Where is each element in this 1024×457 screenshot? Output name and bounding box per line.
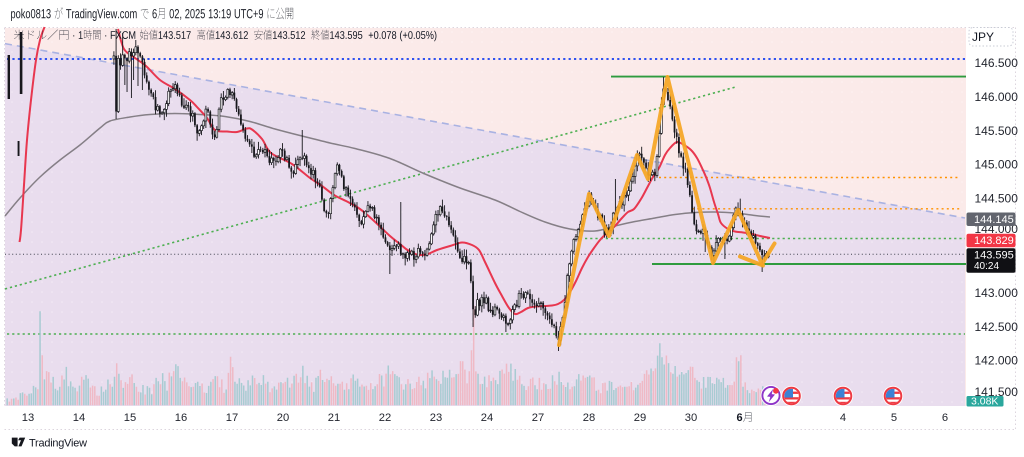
svg-text:14: 14 bbox=[73, 412, 85, 424]
svg-text:24: 24 bbox=[481, 412, 493, 424]
svg-text:13: 13 bbox=[22, 412, 34, 424]
svg-text:146.000: 146.000 bbox=[975, 90, 1019, 104]
svg-text:143.595: 143.595 bbox=[974, 250, 1014, 262]
svg-text:5: 5 bbox=[891, 412, 897, 424]
svg-text:27: 27 bbox=[532, 412, 544, 424]
svg-text:15: 15 bbox=[124, 412, 136, 424]
svg-text:TradingView: TradingView bbox=[29, 438, 87, 450]
svg-text:144.500: 144.500 bbox=[975, 191, 1019, 205]
svg-text:145.500: 145.500 bbox=[975, 124, 1019, 138]
svg-text:142.000: 142.000 bbox=[975, 354, 1019, 368]
svg-text:28: 28 bbox=[583, 412, 595, 424]
svg-text:16: 16 bbox=[175, 412, 187, 424]
svg-text:40:24: 40:24 bbox=[974, 261, 999, 272]
svg-text:3.08K: 3.08K bbox=[971, 396, 998, 408]
svg-text:20: 20 bbox=[277, 412, 289, 424]
svg-text:146.500: 146.500 bbox=[975, 56, 1019, 70]
svg-text:30: 30 bbox=[685, 412, 697, 424]
svg-text:22: 22 bbox=[379, 412, 391, 424]
svg-text:144.145: 144.145 bbox=[974, 214, 1014, 226]
svg-text:JPY: JPY bbox=[972, 30, 994, 44]
svg-text:143.000: 143.000 bbox=[975, 286, 1019, 300]
svg-text:6: 6 bbox=[942, 412, 948, 424]
svg-text:145.000: 145.000 bbox=[975, 158, 1019, 172]
svg-text:23: 23 bbox=[430, 412, 442, 424]
svg-text:143.829: 143.829 bbox=[974, 235, 1014, 247]
svg-text:17: 17 bbox=[226, 412, 238, 424]
svg-text:21: 21 bbox=[328, 412, 340, 424]
svg-text:29: 29 bbox=[634, 412, 646, 424]
svg-text:141.500: 141.500 bbox=[975, 385, 1019, 399]
svg-text:142.500: 142.500 bbox=[975, 320, 1019, 334]
svg-text:4: 4 bbox=[840, 412, 846, 424]
